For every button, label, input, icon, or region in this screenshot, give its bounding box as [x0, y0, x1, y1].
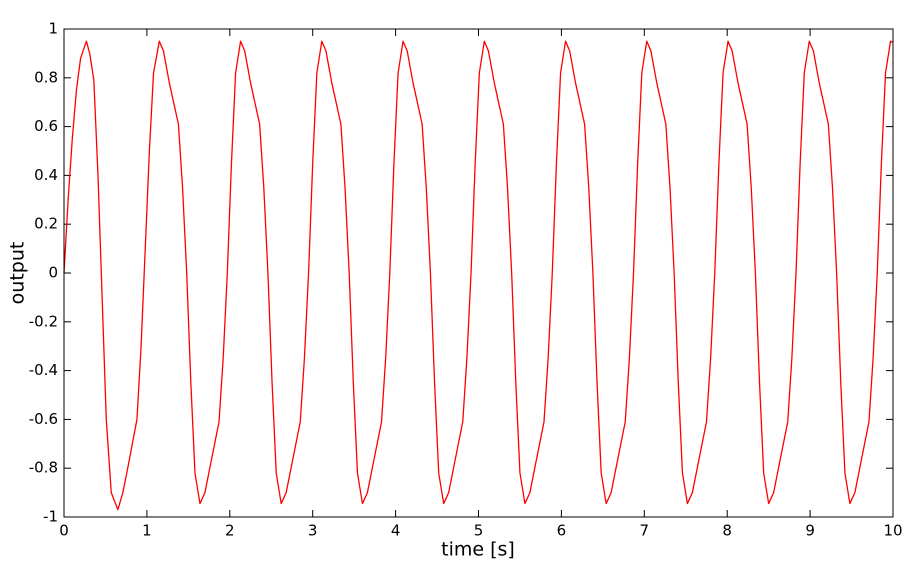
data-line — [63, 40, 894, 511]
y-tick-label: 0.4 — [34, 166, 58, 184]
y-tick-label: -0.8 — [29, 459, 58, 477]
x-tick-label: 7 — [640, 522, 650, 540]
y-axis-label: output — [7, 242, 29, 305]
x-axis-label: time [s] — [441, 539, 515, 561]
x-tick-label: 2 — [225, 522, 235, 540]
x-tick-label: 0 — [59, 522, 69, 540]
x-tick-label: 9 — [805, 522, 815, 540]
plot-frame — [63, 28, 894, 518]
y-tick-label: -1 — [43, 508, 58, 526]
x-tick-label: 6 — [557, 522, 567, 540]
y-tick-label: 1 — [48, 20, 58, 38]
x-tick-label: 5 — [474, 522, 484, 540]
y-tick-label: 0 — [48, 264, 58, 282]
y-tick-label: -0.6 — [29, 410, 58, 428]
x-tick-label: 8 — [722, 522, 732, 540]
y-tick-label: 0.2 — [34, 215, 58, 233]
y-tick-label: 0.8 — [34, 68, 58, 86]
x-tick-label: 4 — [391, 522, 401, 540]
y-tick-label: -0.4 — [29, 361, 58, 379]
x-tick-label: 1 — [142, 522, 152, 540]
y-tick-label: 0.6 — [34, 117, 58, 135]
x-tick-label: 3 — [308, 522, 318, 540]
x-tick-label: 10 — [883, 522, 902, 540]
y-tick-label: -0.2 — [29, 312, 58, 330]
